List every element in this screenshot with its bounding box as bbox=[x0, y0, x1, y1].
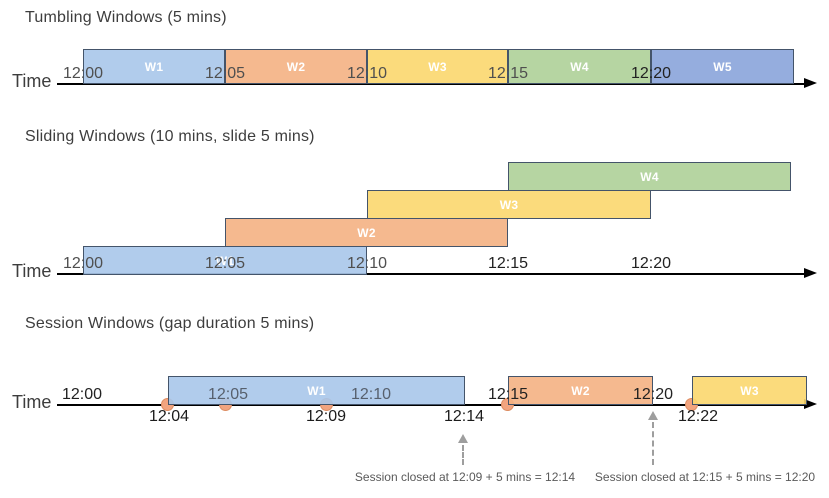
time-tick-label: 12:20 bbox=[630, 255, 672, 272]
tumbling-axis-arrow-icon bbox=[804, 78, 817, 88]
window-label: W3 bbox=[740, 383, 759, 398]
session-window-w1: W1 bbox=[168, 376, 465, 405]
window-label: W5 bbox=[713, 59, 732, 74]
time-tick-label: 12:10 bbox=[350, 386, 392, 403]
sliding-section-title: Sliding Windows (10 mins, slide 5 mins) bbox=[25, 128, 315, 145]
time-tick-label: 12:00 bbox=[62, 65, 104, 82]
session-close-annotation: Session closed at 12:09 + 5 mins = 12:14 bbox=[354, 470, 576, 484]
session-window-w3: W3 bbox=[692, 376, 807, 405]
sliding-window-w1: W1 bbox=[83, 246, 367, 275]
window-label: W1 bbox=[144, 59, 164, 74]
time-tick-label: 12:15 bbox=[487, 255, 529, 272]
sliding-time-axis bbox=[57, 273, 805, 275]
window-label: W1 bbox=[215, 253, 235, 268]
tumbling-window-w3: W3 bbox=[367, 49, 508, 84]
window-label: W2 bbox=[571, 383, 590, 398]
time-tick-label: 12:15 bbox=[487, 65, 529, 82]
window-label: W3 bbox=[499, 197, 519, 212]
event-time-label: 12:14 bbox=[443, 408, 485, 425]
arrow-dash-line bbox=[652, 422, 654, 465]
time-tick-label: 12:10 bbox=[346, 255, 388, 272]
window-label: W1 bbox=[307, 383, 326, 398]
event-time-label: 12:22 bbox=[677, 408, 719, 425]
session-axis-arrow-icon bbox=[804, 399, 817, 409]
arrow-head-icon bbox=[648, 411, 658, 420]
window-label: W4 bbox=[570, 59, 589, 74]
window-label: W2 bbox=[357, 225, 376, 240]
time-tick-label: 12:10 bbox=[346, 65, 388, 82]
arrow-head-icon bbox=[458, 434, 468, 443]
session-close-annotation: Session closed at 12:15 + 5 mins = 12:20 bbox=[594, 470, 816, 484]
session-window-w2: W2 bbox=[508, 376, 653, 405]
time-tick-label: 12:00 bbox=[62, 255, 104, 272]
session-time-axis-label: Time bbox=[12, 392, 52, 412]
sliding-window-w3: W3 bbox=[367, 190, 651, 219]
event-time-label: 12:04 bbox=[148, 408, 190, 425]
time-tick-label: 12:15 bbox=[487, 386, 529, 403]
window-label: W3 bbox=[428, 59, 447, 74]
tumbling-window-w5: W5 bbox=[651, 49, 794, 84]
session-close-arrow-icon bbox=[458, 434, 468, 465]
time-tick-label: 12:05 bbox=[204, 255, 246, 272]
sliding-window-w2: W2 bbox=[225, 218, 508, 247]
tumbling-section-title: Tumbling Windows (5 mins) bbox=[25, 9, 227, 26]
time-tick-label: 12:20 bbox=[632, 386, 674, 403]
event-time-label: 12:09 bbox=[305, 408, 347, 425]
time-tick-label: 12:20 bbox=[630, 65, 672, 82]
session-time-axis bbox=[57, 404, 805, 406]
tumbling-time-axis bbox=[57, 83, 805, 85]
tumbling-window-w4: W4 bbox=[508, 49, 651, 84]
session-section-title: Session Windows (gap duration 5 mins) bbox=[25, 315, 315, 332]
time-tick-label: 12:05 bbox=[204, 65, 246, 82]
tumbling-window-w1: W1 bbox=[83, 49, 225, 84]
window-label: W2 bbox=[286, 59, 306, 74]
sliding-axis-arrow-icon bbox=[804, 268, 817, 278]
sliding-time-axis-label: Time bbox=[12, 261, 52, 281]
session-close-arrow-icon bbox=[648, 411, 658, 465]
tumbling-window-w2: W2 bbox=[225, 49, 367, 84]
sliding-window-w4: W4 bbox=[508, 162, 791, 191]
time-tick-label: 12:00 bbox=[61, 386, 103, 403]
tumbling-time-axis-label: Time bbox=[12, 71, 52, 91]
window-label: W4 bbox=[640, 169, 659, 184]
time-tick-label: 12:05 bbox=[207, 386, 249, 403]
arrow-dash-line bbox=[462, 445, 464, 465]
